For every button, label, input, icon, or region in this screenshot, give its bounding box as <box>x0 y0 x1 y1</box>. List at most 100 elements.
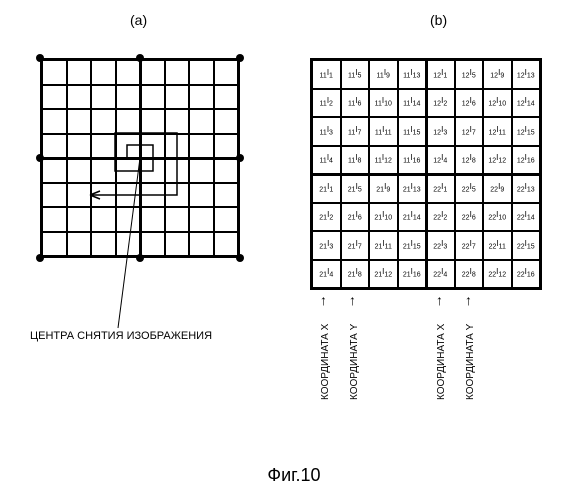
grid-b-cell: 11I2 <box>312 89 341 118</box>
grid-a-cell <box>67 60 92 85</box>
coord-y-label-2: КООРДИНАТА Y <box>465 324 476 400</box>
node-dot <box>136 254 144 262</box>
grid-a-cell <box>140 85 165 110</box>
grid-b-cell: 21I7 <box>341 231 370 260</box>
coord-x-label-1: КООРДИНАТА X <box>320 324 331 400</box>
grid-a-cell <box>116 232 141 257</box>
grid-a-cell <box>140 60 165 85</box>
grid-a-cell <box>165 183 190 208</box>
grid-b-cell: 21I10 <box>369 203 398 232</box>
grid-a-cell <box>42 158 67 183</box>
node-dot <box>136 54 144 62</box>
grid-a-cell <box>140 109 165 134</box>
grid-a-cell <box>42 134 67 159</box>
grid-a-cell <box>189 232 214 257</box>
grid-b-cell: 22I13 <box>512 174 541 203</box>
grid-a-cell <box>91 109 116 134</box>
grid-a-cell <box>189 134 214 159</box>
coord-y-label-1: КООРДИНАТА Y <box>349 324 360 400</box>
grid-b-cell: 12I6 <box>455 89 484 118</box>
coord-x-label-2: КООРДИНАТА X <box>436 324 447 400</box>
grid-b-cell: 12I7 <box>455 117 484 146</box>
node-dot <box>236 254 244 262</box>
arrow-icon: ↑ <box>465 292 472 308</box>
grid-b-cell: 11I7 <box>341 117 370 146</box>
grid-b-cell: 22I14 <box>512 203 541 232</box>
grid-a-cell <box>116 183 141 208</box>
grid-b-cell: 11I4 <box>312 146 341 175</box>
grid-a-cell <box>214 109 239 134</box>
grid-b-cell: 21I9 <box>369 174 398 203</box>
grid-a-cell <box>140 232 165 257</box>
grid-b-cell: 22I8 <box>455 260 484 289</box>
grid-a-cell <box>214 134 239 159</box>
grid-b-cell: 12I10 <box>483 89 512 118</box>
grid-a-cell <box>165 60 190 85</box>
grid-b-cell: 21I11 <box>369 231 398 260</box>
grid-a-cell <box>42 109 67 134</box>
grid-b-cell: 21I12 <box>369 260 398 289</box>
grid-a-cell <box>116 85 141 110</box>
grid-a-cell <box>116 109 141 134</box>
grid-b-cell: 11I14 <box>398 89 427 118</box>
grid-a-cell <box>140 207 165 232</box>
grid-a-cell <box>165 134 190 159</box>
grid-a-cell <box>116 60 141 85</box>
grid-b-cell: 11I10 <box>369 89 398 118</box>
grid-a-cell <box>214 183 239 208</box>
grid-b-cell: 22I9 <box>483 174 512 203</box>
grid-b-cell: 12I15 <box>512 117 541 146</box>
grid-b-cell: 22I7 <box>455 231 484 260</box>
grid-b-cell: 22I10 <box>483 203 512 232</box>
grid-b-cell: 22I2 <box>426 203 455 232</box>
grid-a-cell <box>189 85 214 110</box>
grid-a-cell <box>140 134 165 159</box>
grid-b-cell: 11I8 <box>341 146 370 175</box>
grid-a-cell <box>42 85 67 110</box>
grid-a-midline-h <box>40 158 240 160</box>
panel-a-caption: ЦЕНТРА СНЯТИЯ ИЗОБРАЖЕНИЯ <box>30 330 212 342</box>
grid-a-cell <box>67 207 92 232</box>
grid-a-cell <box>116 158 141 183</box>
grid-a-cell <box>140 183 165 208</box>
grid-a-cell <box>165 158 190 183</box>
grid-a-cell <box>91 60 116 85</box>
grid-a-cell <box>140 158 165 183</box>
grid-b-cell: 11I16 <box>398 146 427 175</box>
grid-a-cell <box>214 207 239 232</box>
grid-b-cell: 21I8 <box>341 260 370 289</box>
grid-a-cell <box>214 158 239 183</box>
arrow-icon: ↑ <box>320 292 327 308</box>
grid-b-cell: 12I8 <box>455 146 484 175</box>
grid-a-cell <box>67 183 92 208</box>
grid-a-cell <box>91 134 116 159</box>
grid-b-cell: 22I3 <box>426 231 455 260</box>
grid-b-cell: 11I13 <box>398 60 427 89</box>
grid-b-cell: 12I14 <box>512 89 541 118</box>
grid-a-cell <box>67 134 92 159</box>
grid-b-cell: 12I3 <box>426 117 455 146</box>
grid-b-midline-h <box>310 174 542 176</box>
grid-a-cell <box>91 158 116 183</box>
grid-b-cell: 21I16 <box>398 260 427 289</box>
grid-a-cell <box>189 183 214 208</box>
grid-a-cell <box>42 60 67 85</box>
grid-a-cell <box>91 85 116 110</box>
node-dot <box>36 254 44 262</box>
grid-b-cell: 11I5 <box>341 60 370 89</box>
grid-a-cell <box>67 85 92 110</box>
grid-a-cell <box>116 207 141 232</box>
grid-a-cell <box>42 232 67 257</box>
grid-b-cell: 12I4 <box>426 146 455 175</box>
grid-b-cell: 21I15 <box>398 231 427 260</box>
node-dot <box>236 154 244 162</box>
grid-b-cell: 12I13 <box>512 60 541 89</box>
grid-a-cell <box>214 85 239 110</box>
panel-b: 11I111I511I911I1312I112I512I912I1311I211… <box>310 58 542 290</box>
figure-container: (a) (b) ЦЕНТРА СНЯТИЯ ИЗОБРАЖЕНИЯ 11I111… <box>0 0 588 500</box>
grid-b-cell: 21I13 <box>398 174 427 203</box>
grid-b-cell: 21I4 <box>312 260 341 289</box>
arrow-icon: ↑ <box>349 292 356 308</box>
grid-a-cell <box>42 207 67 232</box>
grid-a-cell <box>189 60 214 85</box>
